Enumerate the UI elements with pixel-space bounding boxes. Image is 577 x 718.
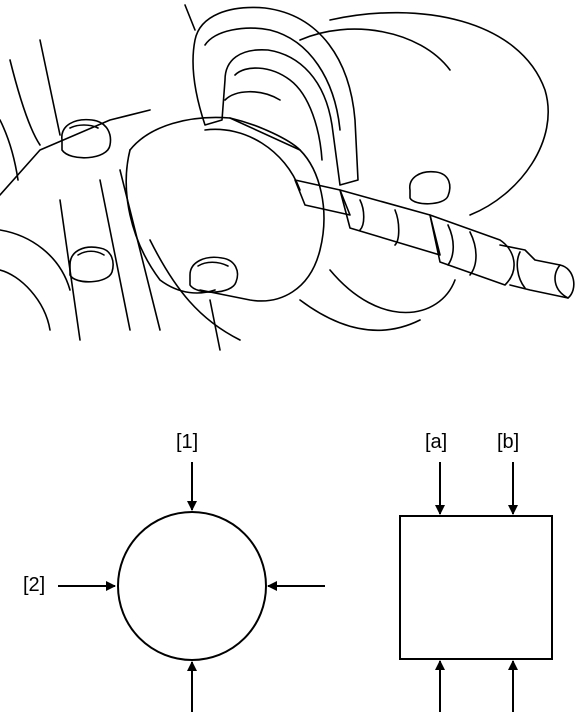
flywheel-outline <box>329 11 549 216</box>
crank-journal <box>129 116 325 302</box>
engine-block-outline <box>0 109 151 196</box>
bolt-head <box>189 256 239 293</box>
journal-cross-section-circle <box>117 511 267 661</box>
micrometer-frame <box>192 6 359 186</box>
bolt-head <box>69 246 114 283</box>
label-position-a: [a] <box>425 431 448 453</box>
label-position-b: [b] <box>497 431 520 453</box>
bolt-head <box>409 170 451 205</box>
micrometer-barrel <box>339 189 441 256</box>
micrometer-spindle <box>294 179 351 216</box>
bolt-head <box>61 118 112 159</box>
micrometer-thimble <box>429 214 515 286</box>
label-position-1: [1] <box>176 431 199 453</box>
journal-side-rectangle <box>399 515 553 660</box>
label-position-2: [2] <box>23 574 46 596</box>
